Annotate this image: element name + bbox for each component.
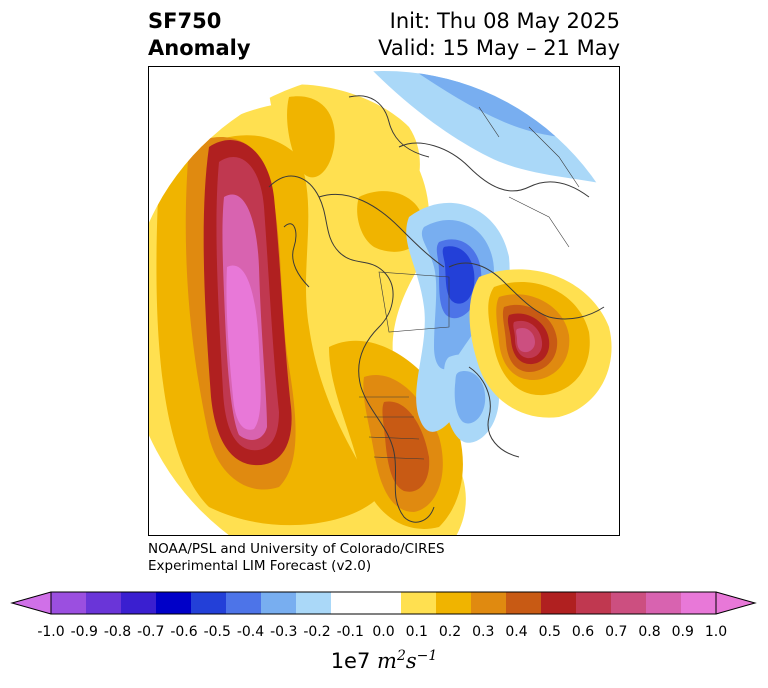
valid-range: Valid: 15 May – 21 May <box>378 36 620 60</box>
colorbar-cell <box>611 592 647 614</box>
colorbar-tick-label: -0.5 <box>203 624 231 640</box>
colorbar-cell <box>261 592 297 614</box>
colorbar-tick-label: 0.8 <box>638 624 661 640</box>
colorbar-tick-label: -0.8 <box>103 624 132 640</box>
colorbar-cell <box>576 592 612 614</box>
colorbar-under-arrow <box>12 592 51 614</box>
colorbar-tick-label: 1.0 <box>704 624 728 640</box>
colorbar-tick-label: 0.5 <box>538 624 561 640</box>
colorbar-cell <box>191 592 227 614</box>
anomaly-map <box>149 71 619 535</box>
map-panel <box>148 66 620 536</box>
colorbar-tick-label: -0.6 <box>170 624 198 640</box>
field-type: Anomaly <box>148 36 251 60</box>
colorbar-tick-label: 0.9 <box>671 624 694 640</box>
colorbar-unit-label: 1e7 m2s−1 <box>0 648 768 673</box>
colorbar-cell <box>156 592 192 614</box>
colorbar-tick-label: 0.2 <box>438 624 462 640</box>
colorbar-cell <box>366 592 402 614</box>
init-date: Init: Thu 08 May 2025 <box>389 9 620 33</box>
colorbar-cell <box>541 592 577 614</box>
colorbar-cell <box>506 592 542 614</box>
credit-text: NOAA/PSL and University of Colorado/CIRE… <box>148 541 445 575</box>
colorbar-tick-label: 0.4 <box>505 624 528 640</box>
colorbar-tick-label: -0.3 <box>270 624 298 640</box>
credit-line-1: NOAA/PSL and University of Colorado/CIRE… <box>148 541 445 557</box>
forecast-dates: Init: Thu 08 May 2025 Valid: 15 May – 21… <box>378 8 620 62</box>
colorbar-tick-label: 0.6 <box>571 624 595 640</box>
colorbar-tick-label: -1.0 <box>37 624 65 640</box>
plot-title: SF750 Anomaly <box>148 8 251 62</box>
colorbar-tick-label: -0.7 <box>137 624 165 640</box>
colorbar-cell <box>296 592 332 614</box>
colorbar-tick-label: 0.3 <box>472 624 495 640</box>
coastlines <box>268 95 605 523</box>
credit-line-2: Experimental LIM Forecast (v2.0) <box>148 558 372 574</box>
colorbar-tick-label: -0.1 <box>336 624 364 640</box>
colorbar-tick-label: 0.1 <box>405 624 428 640</box>
colorbar-tick-label: -0.9 <box>70 624 98 640</box>
colorbar-over-arrow <box>716 592 755 614</box>
colorbar-cell <box>401 592 437 614</box>
colorbar-cell <box>51 592 87 614</box>
colorbar-cell <box>331 592 367 614</box>
colorbar-tick-label: -0.2 <box>303 624 331 640</box>
colorbar-cell <box>226 592 262 614</box>
colorbar-cell <box>436 592 472 614</box>
unit-prefix: 1e7 <box>330 649 371 673</box>
colorbar-tick-label: -0.4 <box>236 624 265 640</box>
colorbar-tick-label: 0.7 <box>605 624 628 640</box>
colorbar-cell <box>471 592 507 614</box>
colorbar-cell <box>646 592 682 614</box>
unit-m: m2s−1 <box>377 648 438 673</box>
colorbar-cell <box>121 592 157 614</box>
colorbar-cell <box>681 592 717 614</box>
colorbar-ticks: -1.0 -0.9 -0.8 -0.7 -0.6 -0.5 -0.4 -0.3 -0.2 -0.1… <box>0 624 768 644</box>
field-name: SF750 <box>148 9 222 33</box>
colorbar-tick-label: 0.0 <box>372 624 395 640</box>
colorbar <box>10 591 757 615</box>
colorbar-cell <box>86 592 122 614</box>
